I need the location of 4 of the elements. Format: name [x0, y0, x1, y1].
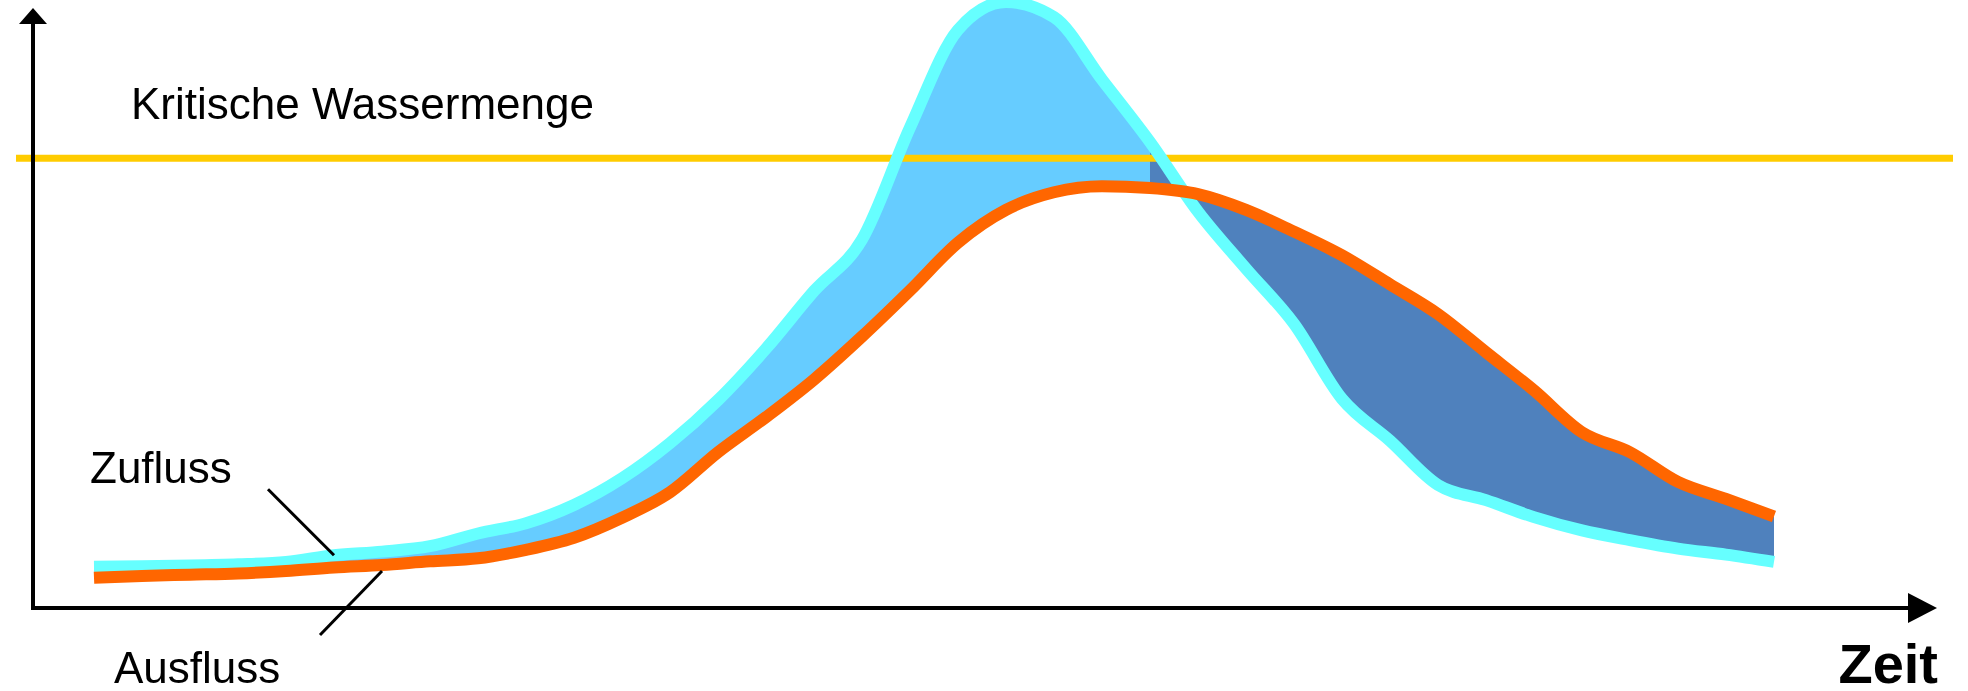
- series-label: Zufluss: [90, 443, 232, 493]
- x-axis-title: Zeit: [1838, 632, 1938, 691]
- ref-line-label: Kritische Wassermenge: [131, 79, 594, 128]
- series-label: Ausfluss: [114, 642, 281, 691]
